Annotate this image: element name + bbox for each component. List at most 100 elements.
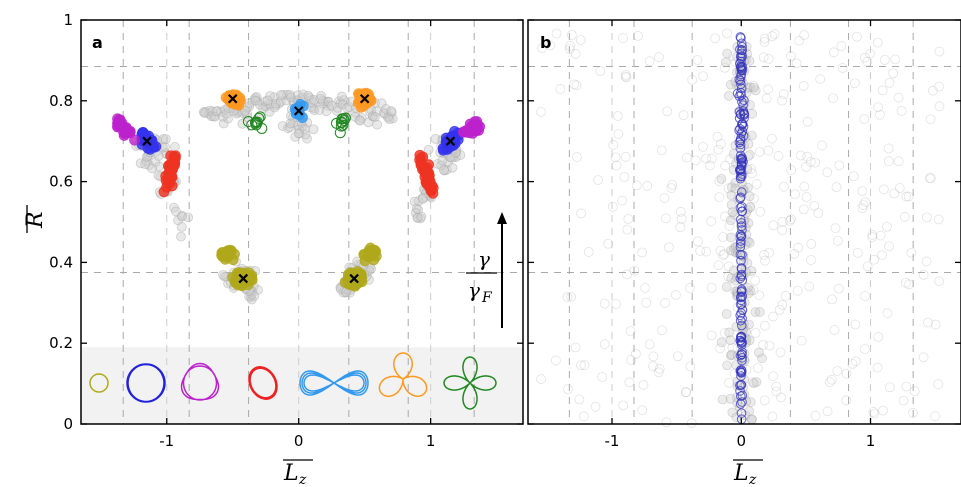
gray-point bbox=[701, 246, 712, 257]
gray-point bbox=[623, 214, 634, 224]
panel-b: -1 0 1 b bbox=[527, 19, 961, 450]
gray-point bbox=[631, 180, 642, 191]
gray-point bbox=[332, 102, 343, 113]
gray-point bbox=[660, 213, 671, 224]
cluster-point bbox=[437, 143, 449, 154]
gray-point bbox=[741, 364, 752, 375]
cluster-point bbox=[250, 116, 262, 128]
gray-point bbox=[873, 332, 884, 342]
gray-point bbox=[759, 33, 770, 44]
y-tick-label: 1 bbox=[63, 11, 73, 29]
gray-point bbox=[747, 130, 757, 141]
gray-point bbox=[862, 261, 873, 272]
y-axis-label: R bbox=[23, 205, 48, 233]
gray-point bbox=[721, 281, 732, 292]
gray-point bbox=[768, 371, 779, 382]
gray-point bbox=[841, 368, 852, 379]
gray-point bbox=[686, 418, 697, 429]
gray-point bbox=[918, 269, 929, 280]
blue-point bbox=[736, 320, 747, 331]
gray-point bbox=[747, 168, 757, 179]
gray-point bbox=[809, 200, 820, 211]
gray-point bbox=[798, 204, 809, 215]
blue-point bbox=[735, 135, 746, 146]
panel-b-label: b bbox=[540, 33, 551, 52]
gray-point bbox=[716, 337, 727, 348]
blue-point bbox=[736, 255, 746, 266]
gray-point bbox=[769, 29, 780, 39]
gray-point bbox=[624, 377, 635, 388]
gray-point bbox=[804, 281, 815, 292]
gray-point bbox=[722, 48, 733, 59]
blue-point bbox=[738, 156, 748, 167]
gray-point bbox=[793, 242, 804, 253]
gray-point bbox=[801, 192, 812, 202]
gray-point bbox=[748, 378, 759, 388]
four-petal-shape bbox=[443, 356, 497, 410]
gray-point bbox=[176, 222, 187, 232]
gray-point bbox=[439, 165, 449, 175]
gray-point bbox=[832, 366, 843, 376]
three-lobe-shape bbox=[378, 352, 428, 397]
x-axis-title-b: L bbox=[733, 461, 749, 486]
gray-point bbox=[879, 54, 890, 65]
gray-point bbox=[603, 238, 614, 249]
gray-point bbox=[930, 319, 941, 330]
gray-point bbox=[742, 204, 753, 215]
gray-point bbox=[384, 114, 395, 125]
gray-point bbox=[417, 193, 428, 204]
gray-point bbox=[386, 106, 397, 116]
gray-point bbox=[725, 335, 736, 346]
gray-point bbox=[678, 110, 689, 121]
gray-point bbox=[599, 298, 610, 309]
cluster-point bbox=[334, 127, 346, 139]
gray-point bbox=[883, 156, 894, 167]
gray-point bbox=[806, 239, 817, 249]
gray-point bbox=[721, 309, 732, 319]
gray-point bbox=[930, 411, 941, 422]
gray-point bbox=[786, 214, 797, 225]
blue-point bbox=[736, 38, 747, 49]
gray-point bbox=[763, 145, 774, 156]
blue-point bbox=[737, 397, 747, 407]
blue-point bbox=[736, 408, 747, 418]
gray-point bbox=[763, 54, 774, 64]
gray-point bbox=[852, 248, 863, 258]
gray-point bbox=[873, 102, 884, 113]
gray-point bbox=[563, 384, 573, 395]
cluster-point bbox=[464, 118, 476, 130]
gray-point bbox=[723, 183, 734, 194]
gray-point bbox=[736, 259, 747, 269]
gray-point bbox=[901, 191, 912, 202]
gray-point bbox=[725, 393, 736, 404]
x-axis-label-b: L z bbox=[733, 459, 763, 487]
gray-point bbox=[799, 30, 810, 40]
gray-point bbox=[684, 283, 695, 293]
cluster-point bbox=[165, 165, 177, 176]
gray-point bbox=[579, 360, 590, 371]
gray-point bbox=[441, 165, 452, 175]
gray-point bbox=[681, 152, 692, 163]
gray-point bbox=[714, 192, 725, 202]
gray-point bbox=[925, 114, 936, 125]
gray-point bbox=[727, 207, 738, 218]
gray-point bbox=[726, 232, 736, 243]
gray-point bbox=[640, 283, 650, 293]
gray-point bbox=[921, 256, 932, 267]
blue-point bbox=[738, 131, 749, 141]
gray-point bbox=[727, 342, 738, 353]
gray-point bbox=[299, 124, 310, 134]
gray-point bbox=[748, 285, 759, 296]
x-tick-label: -1 bbox=[159, 432, 174, 450]
y-tick-label: 0 bbox=[63, 415, 73, 433]
gray-point bbox=[794, 35, 805, 46]
blue-point bbox=[739, 108, 749, 119]
gray-point bbox=[722, 360, 732, 371]
gray-point bbox=[153, 151, 164, 161]
gray-point bbox=[720, 211, 730, 222]
gray-point bbox=[638, 379, 649, 390]
gray-point bbox=[771, 386, 782, 397]
gray-point bbox=[904, 279, 914, 290]
gray-point bbox=[867, 232, 878, 242]
gray-point bbox=[848, 171, 859, 182]
